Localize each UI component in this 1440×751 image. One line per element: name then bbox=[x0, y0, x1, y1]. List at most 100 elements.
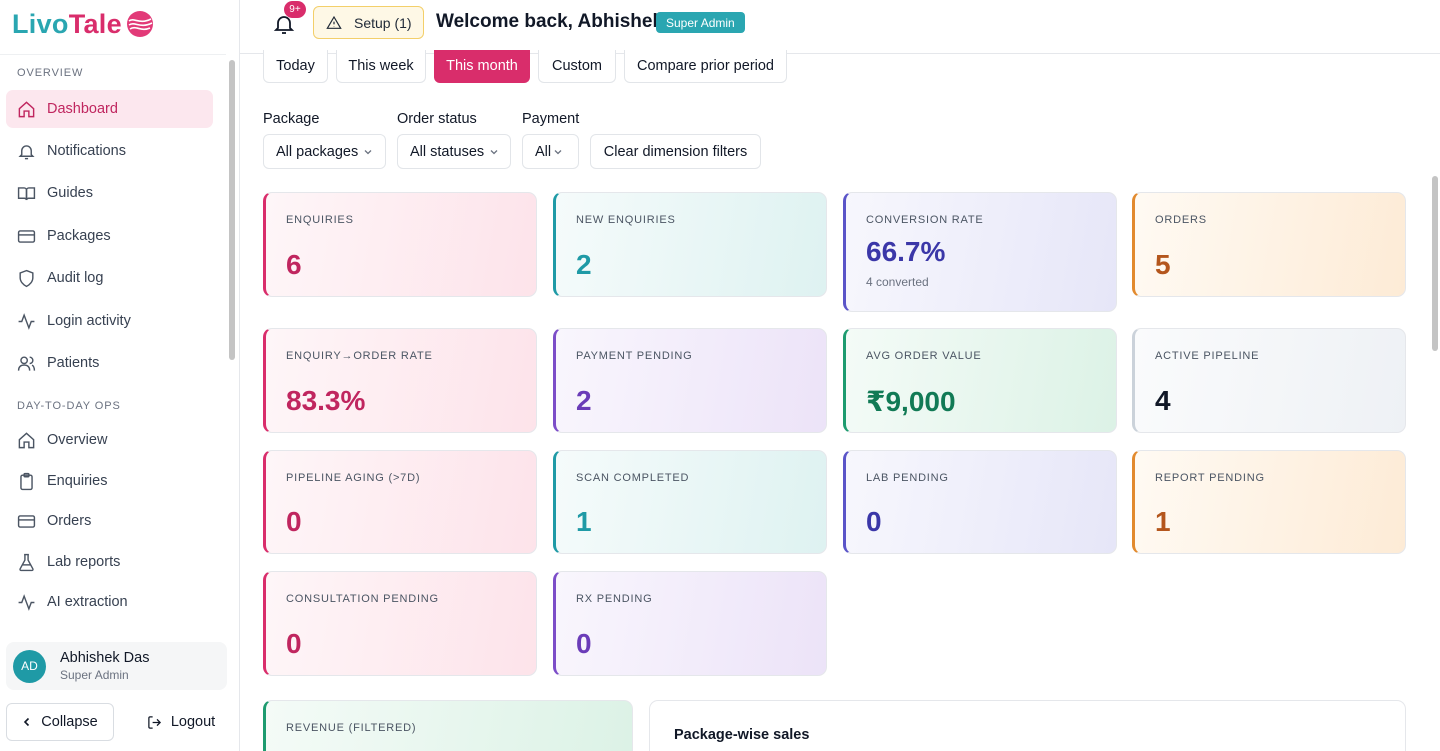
order-status-select[interactable]: All statuses bbox=[397, 134, 511, 169]
card-icon bbox=[17, 229, 36, 243]
metric-label: NEW ENQUIRIES bbox=[576, 214, 676, 226]
sidebar-item-lab-reports[interactable]: Lab reports bbox=[6, 543, 213, 581]
setup-label: Setup (1) bbox=[354, 14, 412, 31]
metric-card-pipeline-aging[interactable]: PIPELINE AGING (>7D) 0 bbox=[263, 450, 537, 554]
activity-icon bbox=[18, 593, 35, 611]
role-badge: Super Admin bbox=[656, 12, 745, 33]
period-today-button[interactable]: Today bbox=[263, 50, 328, 83]
user-role: Super Admin bbox=[60, 668, 129, 682]
sidebar-item-orders[interactable]: Orders bbox=[6, 502, 213, 540]
setup-button[interactable]: Setup (1) bbox=[313, 6, 424, 39]
metric-value: 5 bbox=[1155, 249, 1171, 280]
sidebar-item-label: AI extraction bbox=[47, 594, 128, 610]
sidebar-item-guides[interactable]: Guides bbox=[6, 174, 213, 212]
sidebar-nav bbox=[0, 54, 226, 629]
section-label-day-to-day-ops: DAY-TO-DAY OPS bbox=[17, 400, 121, 412]
metric-value: 0 bbox=[286, 506, 302, 537]
period-this-week-button[interactable]: This week bbox=[336, 50, 426, 83]
users-icon bbox=[17, 355, 36, 371]
panel-title: Package-wise sales bbox=[674, 727, 810, 743]
sidebar-item-notifications[interactable]: Notifications bbox=[6, 132, 213, 170]
user-name: Abhishek Das bbox=[60, 650, 150, 666]
flask-icon bbox=[19, 553, 34, 571]
metric-value: 0 bbox=[866, 506, 882, 537]
sidebar-item-label: Login activity bbox=[47, 313, 131, 329]
user-card[interactable]: AD Abhishek Das Super Admin bbox=[6, 642, 227, 690]
metric-card-new-enquiries[interactable]: NEW ENQUIRIES 2 bbox=[553, 192, 827, 297]
sidebar-item-enquiries[interactable]: Enquiries bbox=[6, 462, 213, 500]
metric-label: RX PENDING bbox=[576, 593, 653, 605]
shield-icon bbox=[19, 269, 34, 287]
metric-label: ENQUIRY→ORDER RATE bbox=[286, 350, 433, 362]
metric-card-enquiry-order-rate[interactable]: ENQUIRY→ORDER RATE 83.3% bbox=[263, 328, 537, 433]
metric-label: PAYMENT PENDING bbox=[576, 350, 693, 362]
metric-card-report-pending[interactable]: REPORT PENDING 1 bbox=[1132, 450, 1406, 554]
sidebar-item-ai-extraction[interactable]: AI extraction bbox=[6, 583, 213, 621]
collapse-button[interactable]: Collapse bbox=[6, 703, 114, 741]
metric-value: 4 bbox=[1155, 385, 1171, 416]
logout-button[interactable]: Logout bbox=[133, 703, 229, 741]
logo-mark-icon bbox=[126, 11, 153, 37]
sidebar-item-patients[interactable]: Patients bbox=[6, 344, 213, 382]
sidebar-item-label: Audit log bbox=[47, 270, 104, 286]
metric-label: ENQUIRIES bbox=[286, 214, 354, 226]
metric-card-enquiries[interactable]: ENQUIRIES 6 bbox=[263, 192, 537, 297]
metric-card-rx-pending[interactable]: RX PENDING 0 bbox=[553, 571, 827, 676]
metric-label: LAB PENDING bbox=[866, 472, 949, 484]
metric-card-avg-order-value[interactable]: AVG ORDER VALUE ₹9,000 bbox=[843, 328, 1117, 433]
clear-dimension-filters-button[interactable]: Clear dimension filters bbox=[590, 134, 761, 169]
sidebar-item-label: Orders bbox=[47, 513, 92, 529]
metric-label: SCAN COMPLETED bbox=[576, 472, 690, 484]
period-this-month-button[interactable]: This month bbox=[434, 50, 530, 83]
sidebar-item-login-activity[interactable]: Login activity bbox=[6, 302, 213, 340]
order-status-filter-label: Order status bbox=[397, 111, 477, 127]
payment-select[interactable]: All bbox=[522, 134, 579, 169]
sidebar-item-label: Notifications bbox=[47, 143, 126, 159]
chevron-down-icon bbox=[554, 149, 562, 154]
metric-card-consultation-pending[interactable]: CONSULTATION PENDING 0 bbox=[263, 571, 537, 676]
metric-card-revenue-filtered[interactable]: REVENUE (FILTERED) bbox=[263, 700, 633, 751]
period-custom-button[interactable]: Custom bbox=[538, 50, 616, 83]
metric-label: PIPELINE AGING (>7D) bbox=[286, 472, 421, 484]
metric-card-orders[interactable]: ORDERS 5 bbox=[1132, 192, 1406, 297]
logo-text: LivoTale bbox=[12, 8, 122, 39]
metric-value: ₹9,000 bbox=[866, 386, 956, 417]
metric-label: ACTIVE PIPELINE bbox=[1155, 350, 1260, 362]
chevron-left-icon bbox=[24, 717, 30, 727]
sidebar-item-audit-log[interactable]: Audit log bbox=[6, 259, 213, 297]
main-scrollbar[interactable] bbox=[1432, 176, 1438, 351]
metric-label: ORDERS bbox=[1155, 214, 1207, 226]
metric-card-conversion-rate[interactable]: CONVERSION RATE 66.7% 4 converted bbox=[843, 192, 1117, 312]
order-status-select-value: All statuses bbox=[410, 143, 485, 160]
metric-value: 66.7% bbox=[866, 236, 946, 267]
metric-card-lab-pending[interactable]: LAB PENDING 0 bbox=[843, 450, 1117, 554]
sidebar-item-label: Guides bbox=[47, 185, 93, 201]
card-icon bbox=[17, 514, 36, 528]
sidebar-item-label: Lab reports bbox=[47, 554, 121, 570]
sidebar-item-dashboard[interactable]: Dashboard bbox=[6, 90, 213, 128]
clipboard-icon bbox=[20, 472, 33, 490]
metric-label: REPORT PENDING bbox=[1155, 472, 1265, 484]
package-select[interactable]: All packages bbox=[263, 134, 386, 169]
sidebar-scrollbar[interactable] bbox=[229, 60, 235, 360]
warning-icon bbox=[326, 15, 342, 29]
home-icon bbox=[18, 100, 35, 117]
top-header: 9+ Setup (1) Welcome back, Abhishek Supe… bbox=[240, 0, 1440, 54]
metric-value: 6 bbox=[286, 249, 302, 280]
sidebar-item-overview[interactable]: Overview bbox=[6, 421, 213, 459]
notification-count-badge: 9+ bbox=[284, 1, 306, 18]
avatar: AD bbox=[13, 649, 46, 683]
payment-filter-label: Payment bbox=[522, 111, 580, 127]
metric-card-active-pipeline[interactable]: ACTIVE PIPELINE 4 bbox=[1132, 328, 1406, 433]
logo[interactable]: LivoTale bbox=[12, 6, 155, 42]
compare-prior-period-button[interactable]: Compare prior period bbox=[624, 50, 787, 83]
metric-card-payment-pending[interactable]: PAYMENT PENDING 2 bbox=[553, 328, 827, 433]
metric-label: CONSULTATION PENDING bbox=[286, 593, 439, 605]
notifications-bell-icon[interactable] bbox=[272, 12, 296, 36]
metric-label: REVENUE (FILTERED) bbox=[286, 722, 417, 734]
book-icon bbox=[17, 186, 36, 200]
metric-card-scan-completed[interactable]: SCAN COMPLETED 1 bbox=[553, 450, 827, 554]
sidebar-item-packages[interactable]: Packages bbox=[6, 217, 213, 255]
sidebar-item-label: Packages bbox=[47, 228, 111, 244]
sidebar-item-label: Patients bbox=[47, 355, 100, 371]
